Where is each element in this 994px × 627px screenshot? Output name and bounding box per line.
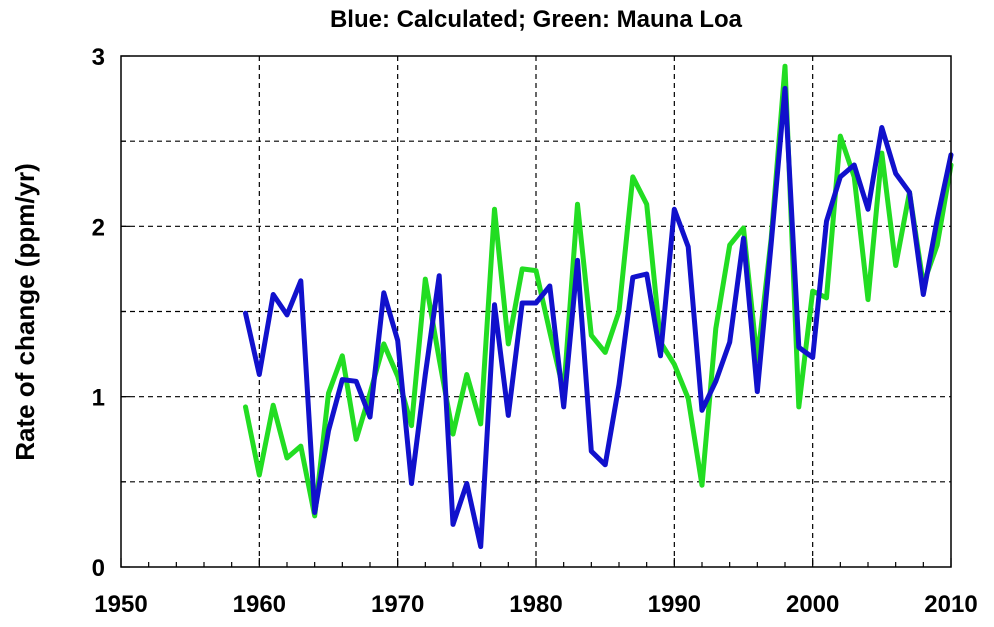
y-tick-label: 1 <box>92 385 105 412</box>
series-line-green <box>243 63 954 519</box>
x-tick-label: 2010 <box>924 591 977 618</box>
axis-ticks: 1950 1960 1970 1980 1990 2000 2010 0 1 2 3 <box>92 44 978 618</box>
x-tick-label: 1990 <box>648 591 701 618</box>
x-tick-label: 1960 <box>233 591 286 618</box>
series-line-blue <box>243 85 954 550</box>
x-tick-label: 1950 <box>94 591 147 618</box>
plot-series <box>243 63 954 550</box>
y-tick-label: 3 <box>92 44 105 71</box>
x-tick-label: 1980 <box>509 591 562 618</box>
y-axis-label: Rate of change (ppm/yr) <box>10 163 40 461</box>
y-tick-label: 0 <box>92 555 105 582</box>
x-tick-label: 1970 <box>371 591 424 618</box>
y-tick-label: 2 <box>92 214 105 241</box>
chart-title: Blue: Calculated; Green: Mauna Loa <box>330 6 743 33</box>
x-tick-label: 2000 <box>786 591 839 618</box>
